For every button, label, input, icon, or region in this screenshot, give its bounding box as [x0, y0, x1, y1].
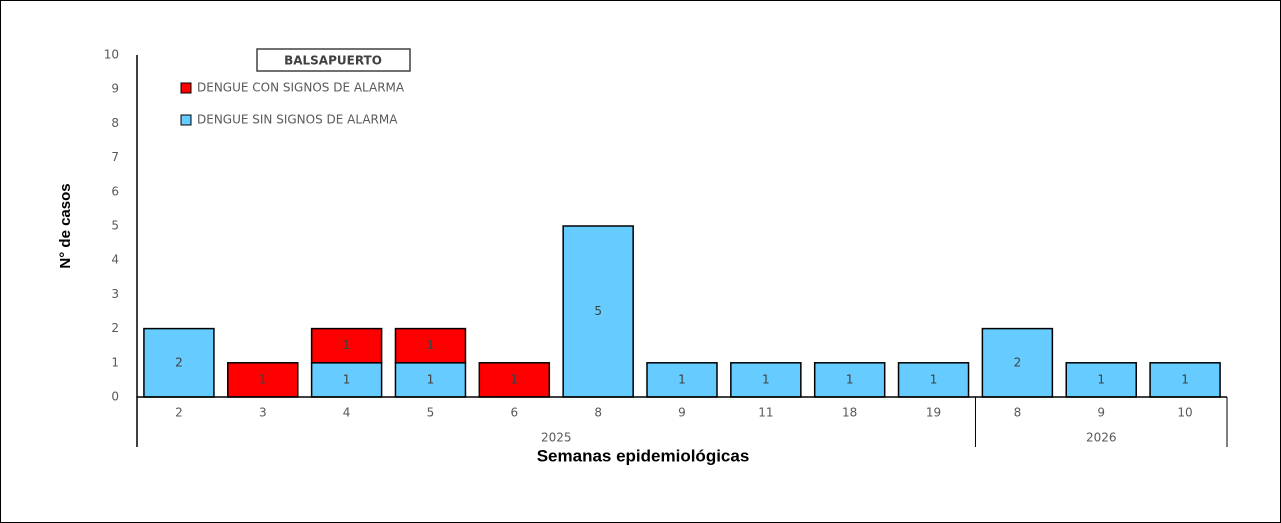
bar — [394, 327, 467, 364]
x-tick-label: 4 — [343, 406, 351, 420]
bar — [227, 362, 299, 398]
bar — [981, 327, 1054, 398]
x-tick-label: 2 — [175, 406, 183, 420]
y-tick-label: 2 — [111, 321, 119, 335]
legend-swatch — [180, 82, 192, 94]
x-tick-label: 5 — [427, 406, 435, 420]
x-tick-label: 8 — [594, 406, 602, 420]
x-tick-label: 10 — [1177, 406, 1192, 420]
chart-title: BALSAPUERTO — [284, 54, 382, 68]
group-label: 2026 — [1086, 431, 1117, 445]
data-label: 1 — [1097, 372, 1105, 386]
data-label: 1 — [259, 372, 267, 386]
y-tick-label: 10 — [104, 48, 119, 62]
bar — [646, 362, 718, 398]
data-label: 1 — [343, 372, 351, 386]
y-axis-label: N° de casos — [57, 183, 74, 268]
legend-label: DENGUE CON SIGNOS DE ALARMA — [197, 81, 405, 95]
y-tick-label: 1 — [111, 355, 119, 369]
data-label: 1 — [930, 372, 938, 386]
bar — [1149, 362, 1221, 398]
bar — [310, 327, 383, 364]
data-label: 1 — [510, 372, 518, 386]
data-label: 2 — [1014, 355, 1022, 369]
bar — [813, 362, 886, 398]
y-tick-label: 0 — [111, 390, 119, 404]
data-label: 1 — [846, 372, 854, 386]
data-label: 1 — [427, 338, 435, 352]
x-tick-label: 6 — [510, 406, 518, 420]
bar — [562, 225, 634, 398]
y-tick-label: 6 — [111, 184, 119, 198]
y-tick-label: 8 — [111, 116, 119, 130]
x-tick-label: 19 — [926, 406, 941, 420]
data-label: 1 — [762, 372, 770, 386]
x-tick-label: 18 — [842, 406, 857, 420]
legend-swatch — [180, 114, 192, 126]
data-label: 1 — [343, 338, 351, 352]
bar — [730, 362, 802, 398]
data-label: 1 — [427, 372, 435, 386]
legend-label: DENGUE SIN SIGNOS DE ALARMA — [197, 113, 398, 127]
title-box — [256, 48, 411, 72]
data-label: 2 — [175, 355, 183, 369]
y-tick-label: 5 — [111, 219, 119, 233]
bar — [478, 362, 551, 398]
x-tick-label: 3 — [259, 406, 267, 420]
x-tick-label: 11 — [758, 406, 773, 420]
data-label: 1 — [1181, 372, 1189, 386]
y-tick-label: 7 — [111, 150, 119, 164]
x-tick-label: 9 — [1097, 406, 1105, 420]
group-label: 2025 — [541, 431, 572, 445]
data-label: 5 — [594, 304, 602, 318]
data-label: 1 — [678, 372, 686, 386]
x-tick-label: 8 — [1014, 406, 1022, 420]
x-tick-label: 9 — [678, 406, 686, 420]
y-tick-label: 9 — [111, 82, 119, 96]
x-axis-label: Semanas epidemiológicas — [537, 446, 750, 465]
bar — [1065, 362, 1137, 398]
y-tick-label: 3 — [111, 287, 119, 301]
y-tick-label: 4 — [111, 253, 119, 267]
